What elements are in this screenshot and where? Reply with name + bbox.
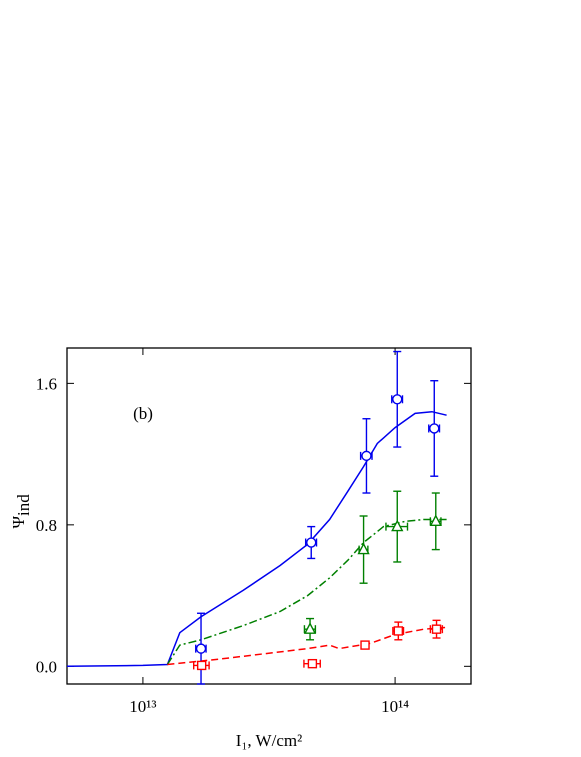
x-tick-label: 10¹³ xyxy=(129,697,156,716)
point xyxy=(429,423,440,434)
curve xyxy=(167,626,447,666)
point xyxy=(360,640,370,650)
curve xyxy=(66,410,447,668)
y-axis-label-main: Ψ xyxy=(9,516,28,529)
y-tick-label: 0.8 xyxy=(36,516,57,535)
point xyxy=(303,622,317,634)
annotation: (b) xyxy=(133,404,153,423)
y-tick-label: 0.0 xyxy=(36,657,57,676)
point xyxy=(393,626,404,636)
y-tick-label: 1.6 xyxy=(36,374,57,393)
point xyxy=(391,519,404,532)
point xyxy=(196,660,207,671)
y-axis-label: Ψ ind xyxy=(9,494,33,529)
x-tick-label: 10¹⁴ xyxy=(381,697,409,716)
y-axis-label-subscript: ind xyxy=(14,494,33,516)
point xyxy=(392,394,403,405)
x-axis-label: I₁, W/cm² xyxy=(236,731,302,750)
point xyxy=(431,624,442,634)
point xyxy=(361,450,372,462)
point xyxy=(357,542,370,555)
plot-frame xyxy=(66,347,472,685)
point xyxy=(306,537,317,548)
point xyxy=(195,643,207,654)
point xyxy=(307,658,318,669)
point xyxy=(429,514,442,527)
